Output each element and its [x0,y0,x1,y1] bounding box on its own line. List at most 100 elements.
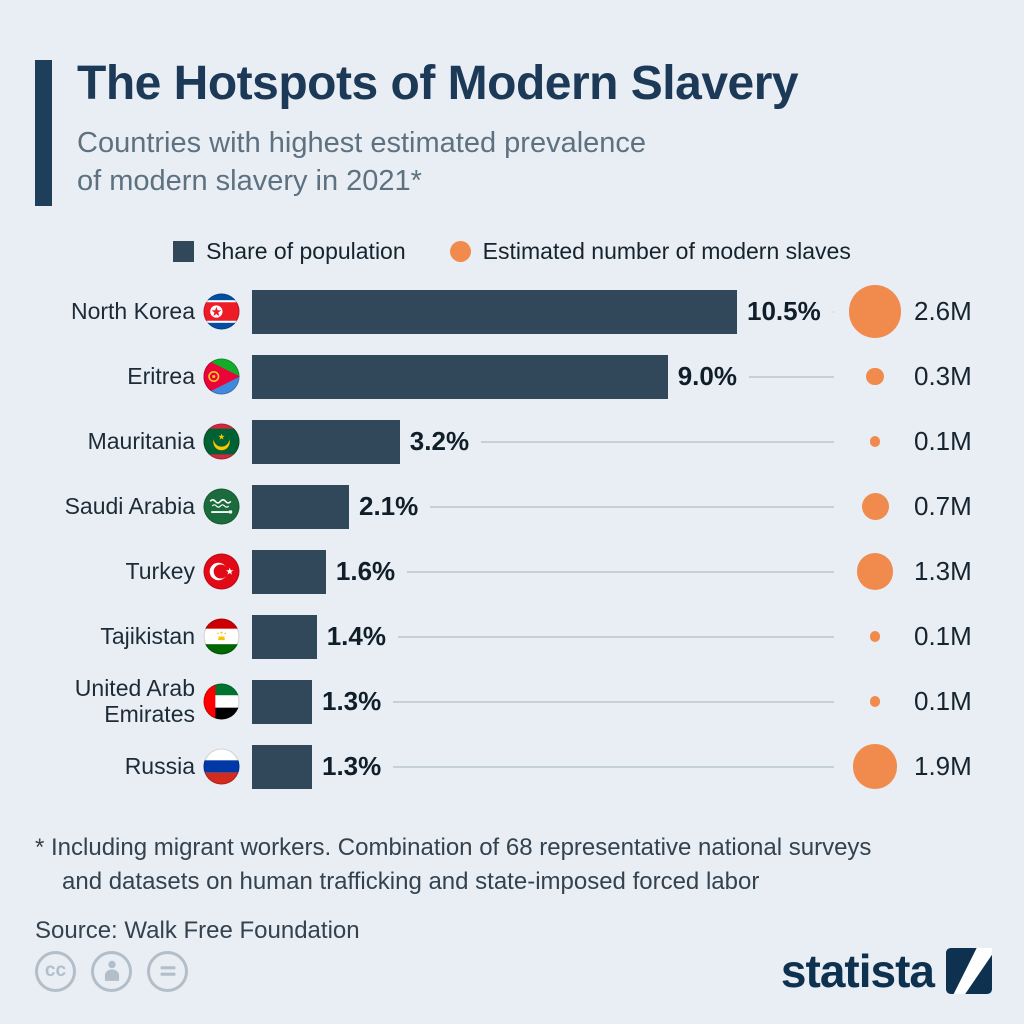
bar-zone: 10.5% [252,289,846,334]
share-value-label: 2.1% [359,491,419,521]
subtitle-line2: of modern slavery in 2021* [77,164,422,197]
chart-row: North Korea 10.5% 2.6M [35,279,994,344]
circle-zone [846,493,904,520]
chart-row: United Arab Emirates 1.3% 0.1M [35,669,994,734]
footnote: * Including migrant workers. Combination… [35,831,989,899]
bar-zone: 1.6% [252,549,846,594]
share-value-label: 1.4% [326,621,386,651]
circle-zone [846,631,904,642]
country-flag-icon [203,748,240,785]
statista-logo-text: statista [780,945,935,997]
chart-row: Eritrea 9.0% 0.3M [35,344,994,409]
country-label: Tajikistan [100,622,195,649]
source-line: Source: Walk Free Foundation [35,917,360,945]
share-value-label: 9.0% [677,361,737,391]
country-flag-icon [203,618,240,655]
legend-label-count: Estimated number of modern slaves [482,238,851,264]
share-bar [252,354,668,399]
share-bar [252,419,400,464]
share-value-label: 1.3% [322,686,382,716]
country-label: Russia [124,752,195,779]
circle-zone [846,696,904,707]
attribution-by-icon [91,950,132,992]
no-derivatives-icon [147,950,188,992]
bar-swatch-icon [173,241,195,262]
statista-logo-mark-icon [946,948,992,994]
country-label: Mauritania [87,427,195,454]
person-icon [104,960,119,981]
connector-line [393,765,834,768]
footer: cc statista [35,944,992,998]
country-flag-icon [203,358,240,395]
chart-row: Mauritania 3.2% 0.1M [35,409,994,474]
accent-bar [35,60,52,206]
chart-row: Tajikistan 1.4% 0.1M [35,604,994,669]
bar-zone: 1.3% [252,744,846,789]
country-flag-icon [203,293,240,330]
connector-line [407,570,834,573]
country-label: Saudi Arabia [64,492,195,519]
country-label: United Arab Emirates [74,674,195,727]
share-bar [252,289,737,334]
bar-zone: 2.1% [252,484,846,529]
bar-chart: North Korea 10.5% 2.6M Eritrea [0,279,1024,799]
chart-row: Russia 1.3% 1.9M [35,734,994,799]
country-flag-icon [203,423,240,460]
circle-zone [846,553,904,590]
connector-line [832,310,834,313]
bar-zone: 1.4% [252,614,846,659]
slaves-count-circle [861,493,889,520]
statista-logo: statista [781,944,992,998]
bar-zone: 1.3% [252,679,846,724]
circle-zone [846,436,904,447]
header-text: The Hotspots of Modern Slavery Countries… [77,57,799,206]
share-bar [252,549,326,594]
slaves-count-circle [848,285,902,338]
slaves-count-circle [856,553,894,590]
slaves-count-label: 0.1M [914,426,972,456]
chart-row: Turkey 1.6% 1.3M [35,539,994,604]
country-flag-icon [203,488,240,525]
circle-zone [846,744,904,789]
slaves-count-label: 0.7M [914,491,972,521]
bar-zone: 9.0% [252,354,846,399]
share-value-label: 10.5% [747,296,821,326]
legend: Share of population Estimated number of … [0,238,1024,265]
share-value-label: 1.6% [335,556,396,586]
share-bar [252,744,312,789]
legend-item-count: Estimated number of modern slaves [449,238,851,265]
chart-row: Saudi Arabia 2.1% 0.7M [35,474,994,539]
slaves-count-circle [852,744,898,789]
cc-icon: cc [35,950,76,992]
slaves-count-circle [866,367,884,386]
equals-icon [160,966,175,976]
header: The Hotspots of Modern Slavery Countries… [0,0,1024,206]
slaves-count-label: 2.6M [914,296,972,326]
slaves-count-label: 0.3M [914,361,972,391]
slaves-count-label: 0.1M [914,686,972,716]
share-value-label: 3.2% [409,426,470,456]
footnote-line1: * Including migrant workers. Combination… [35,834,872,861]
slaves-count-label: 1.9M [914,751,972,781]
share-bar [252,614,317,659]
connector-line [430,505,834,508]
legend-item-share: Share of population [173,238,406,265]
share-bar [252,484,349,529]
legend-label-share: Share of population [206,238,406,264]
page-title: The Hotspots of Modern Slavery [77,57,799,110]
connector-line [748,375,834,378]
slaves-count-circle [869,436,881,447]
slaves-count-label: 1.3M [914,556,972,586]
slaves-count-circle [869,631,881,642]
slaves-count-circle [869,696,881,707]
connector-line [397,635,834,638]
circle-swatch-icon [449,241,471,262]
country-label: Eritrea [127,362,195,389]
connector-line [393,700,834,703]
country-label: North Korea [70,297,195,324]
subtitle-line1: Countries with highest estimated prevale… [77,126,647,159]
footnote-line2: and datasets on human trafficking and st… [62,868,760,896]
license-icons: cc [35,950,188,992]
share-value-label: 1.3% [322,751,382,781]
